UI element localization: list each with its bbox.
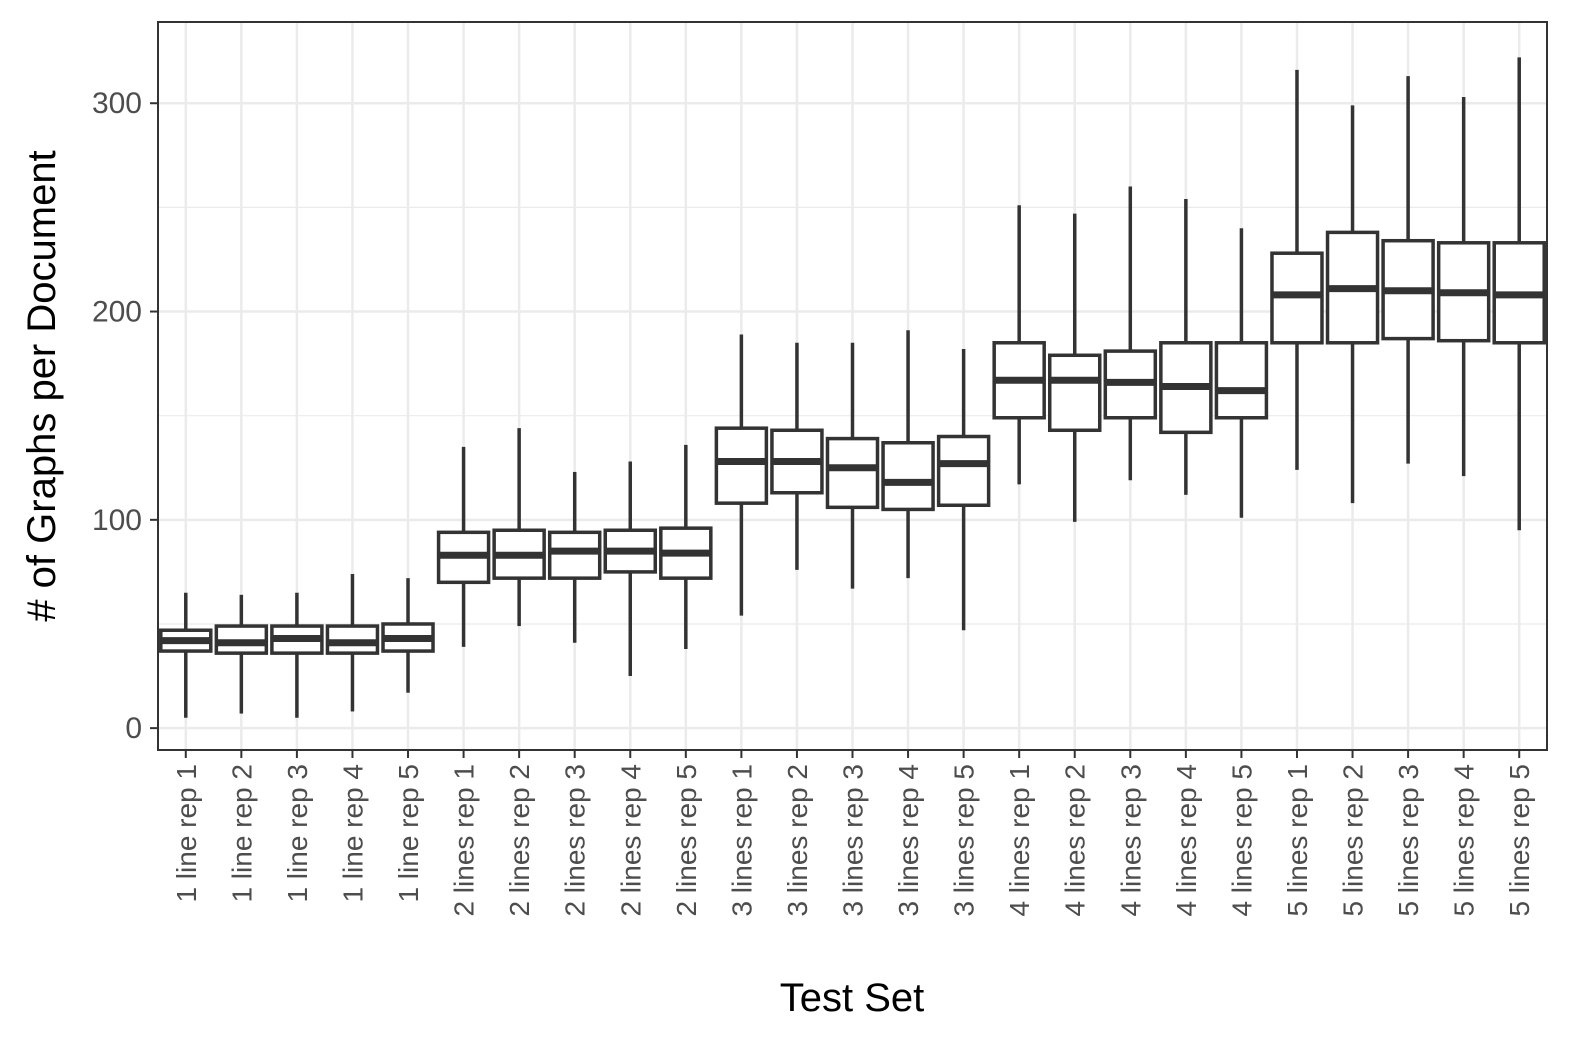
x-tick-label: 3 lines rep 3 xyxy=(838,764,869,917)
box-plot-item xyxy=(325,573,380,712)
box-plot-item xyxy=(1436,96,1491,477)
iqr-box xyxy=(1214,341,1269,420)
x-tick-label: 5 lines rep 3 xyxy=(1393,764,1424,917)
x-tick-label: 3 lines rep 2 xyxy=(782,764,813,917)
box-plot-item xyxy=(381,578,435,693)
x-tick-label: 1 line rep 2 xyxy=(226,764,257,903)
box-plot-item xyxy=(825,342,880,589)
box-plot-item xyxy=(603,461,658,677)
box-plot-item xyxy=(436,446,491,647)
x-tick-label: 3 lines rep 1 xyxy=(726,764,757,917)
y-tick-label: 200 xyxy=(92,296,142,329)
x-tick-label: 3 lines rep 4 xyxy=(893,764,924,917)
x-tick-label: 4 lines rep 3 xyxy=(1115,764,1146,917)
x-tick-label: 5 lines rep 2 xyxy=(1338,764,1369,917)
y-tick-label: 100 xyxy=(92,504,142,537)
x-tick-label: 5 lines rep 5 xyxy=(1504,764,1535,917)
box-plot-item xyxy=(159,592,213,718)
boxes xyxy=(159,57,1546,718)
box-plot-item xyxy=(659,444,713,649)
box-plot-item xyxy=(1492,57,1546,531)
iqr-box xyxy=(1047,353,1102,433)
box-plot-item xyxy=(881,330,935,579)
x-tick-label: 2 lines rep 5 xyxy=(671,764,702,917)
x-tick-label: 1 line rep 3 xyxy=(282,764,313,903)
box-plot-item xyxy=(547,471,602,643)
box-plot-item xyxy=(1214,228,1269,518)
iqr-box xyxy=(547,530,602,580)
x-axis: 1 line rep 1 1 line rep 2 1 line rep 3 1 li… xyxy=(171,750,1535,917)
box-plot-item xyxy=(714,334,769,616)
x-tick-label: 3 lines rep 5 xyxy=(949,764,980,917)
box-plot-item xyxy=(270,592,324,718)
iqr-box xyxy=(936,434,991,508)
x-tick-label: 1 line rep 5 xyxy=(393,764,424,903)
x-tick-label: 2 lines rep 4 xyxy=(615,764,646,917)
box-plot-item xyxy=(992,205,1046,485)
iqr-box xyxy=(714,426,769,505)
box-plot-item xyxy=(1159,199,1213,495)
box-plot-item xyxy=(1103,186,1158,481)
y-axis: 0 100 200 300 xyxy=(92,87,158,745)
y-tick-label: 300 xyxy=(92,87,142,120)
x-tick-label: 1 line rep 1 xyxy=(171,764,202,903)
box-plot-item xyxy=(1381,76,1435,464)
box-plot-item xyxy=(214,594,269,714)
x-tick-label: 4 lines rep 2 xyxy=(1060,764,1091,917)
iqr-box xyxy=(825,436,880,510)
x-tick-label: 5 lines rep 1 xyxy=(1282,764,1313,917)
iqr-box xyxy=(881,441,935,512)
box-plot-item xyxy=(492,428,546,627)
box-plot-item xyxy=(770,342,824,570)
box-plot-item xyxy=(1325,105,1380,504)
box-plot-item xyxy=(1047,213,1102,522)
x-tick-label: 4 lines rep 4 xyxy=(1171,764,1202,917)
x-tick-label: 2 lines rep 3 xyxy=(560,764,591,917)
x-tick-label: 2 lines rep 2 xyxy=(504,764,535,917)
x-tick-label: 1 line rep 4 xyxy=(337,764,368,903)
x-tick-label: 5 lines rep 4 xyxy=(1449,764,1480,917)
y-tick-label: 0 xyxy=(125,712,142,745)
y-axis-title: # of Graphs per Document xyxy=(20,150,64,621)
x-axis-title: Test Set xyxy=(780,976,925,1020)
x-tick-label: 2 lines rep 1 xyxy=(449,764,480,917)
x-tick-label: 4 lines rep 5 xyxy=(1226,764,1257,917)
x-tick-label: 4 lines rep 1 xyxy=(1004,764,1035,917)
box-plot-item xyxy=(1270,69,1324,470)
box-plot-item xyxy=(936,349,991,631)
